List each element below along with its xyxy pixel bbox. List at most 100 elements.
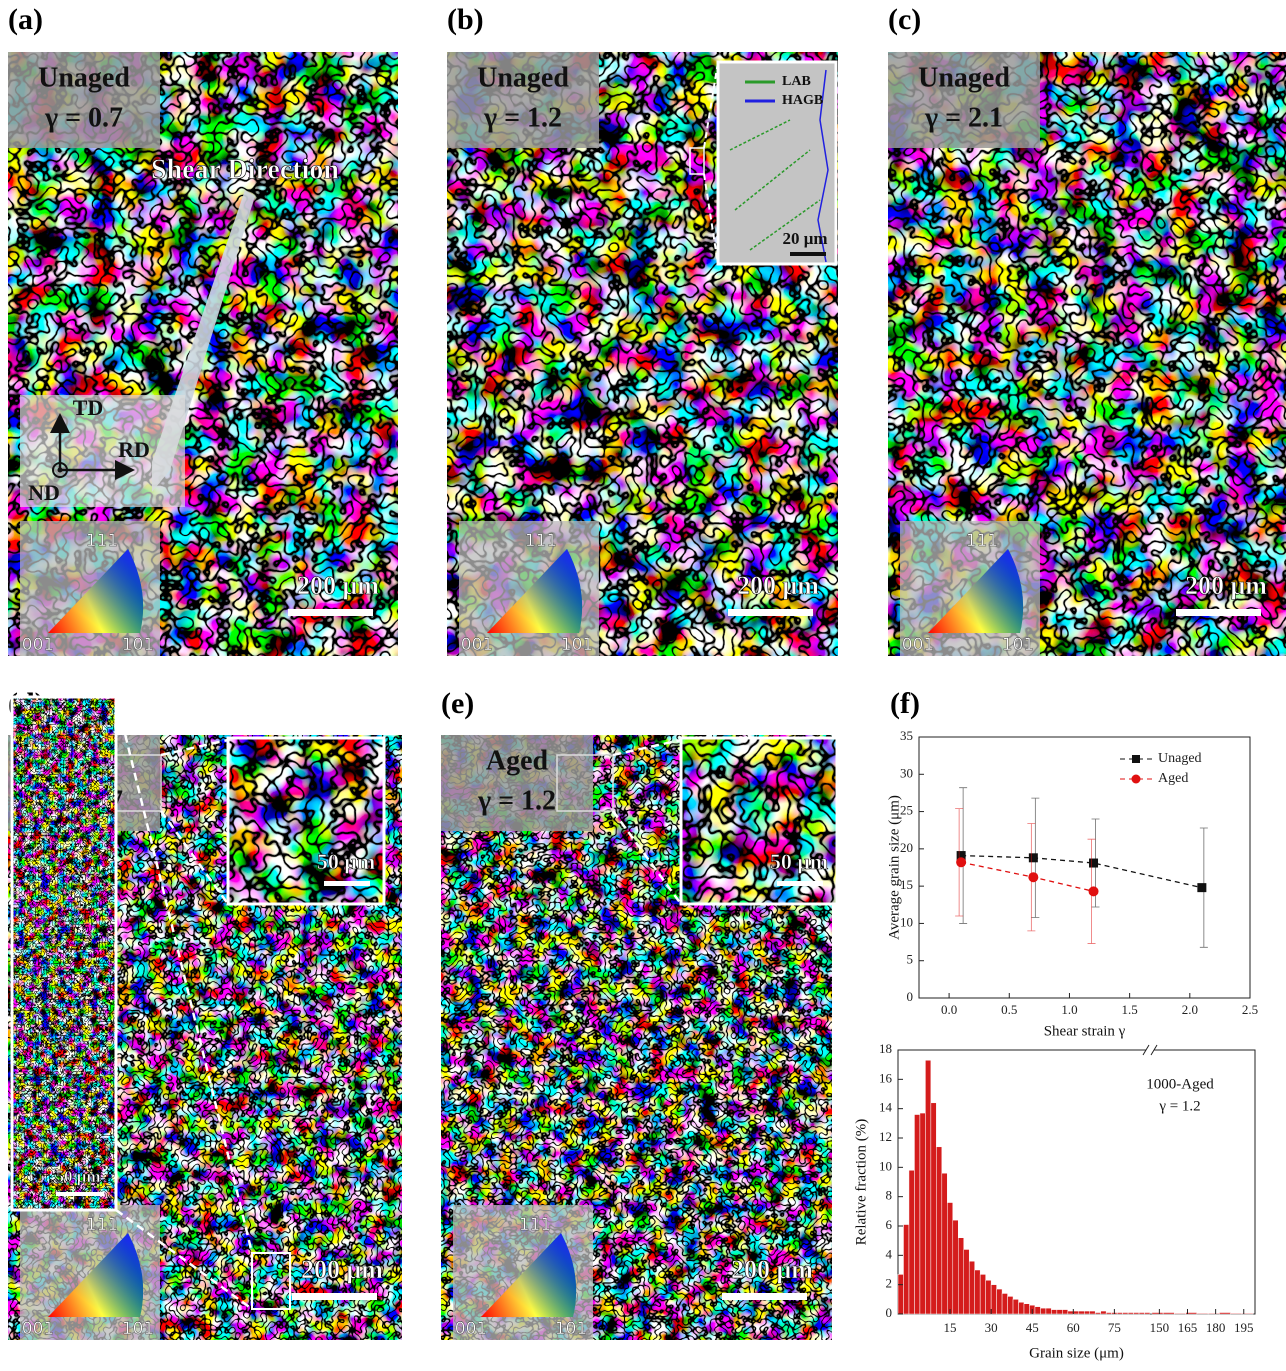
rd: RD bbox=[118, 437, 150, 462]
scale-label: 200 μm bbox=[1185, 571, 1267, 600]
source-box bbox=[251, 1252, 291, 1310]
axis-break bbox=[1146, 1044, 1154, 1056]
bar bbox=[936, 1146, 943, 1315]
scale-bar bbox=[722, 1293, 807, 1300]
lab-line bbox=[729, 119, 791, 151]
inset-scale-bar bbox=[777, 881, 823, 886]
zoom-line bbox=[114, 696, 254, 1254]
ipf-triangle-blue bbox=[48, 1233, 144, 1317]
bar bbox=[1116, 1312, 1123, 1315]
bar bbox=[1089, 1310, 1096, 1315]
strain: γ = 2.1 bbox=[924, 102, 1003, 133]
bar bbox=[1023, 1303, 1030, 1315]
x-tick-label: 15 bbox=[944, 1320, 957, 1335]
bar bbox=[925, 1060, 932, 1315]
panel-label: (c) bbox=[888, 3, 921, 36]
ipf-001: 001 bbox=[902, 635, 934, 655]
inset bbox=[681, 738, 837, 904]
nd: ND bbox=[28, 480, 60, 505]
bar bbox=[1127, 1312, 1134, 1315]
label-box bbox=[441, 735, 593, 831]
x-tick-label: 75 bbox=[1108, 1320, 1121, 1335]
bar bbox=[974, 1269, 981, 1315]
ipf-101: 101 bbox=[122, 635, 154, 655]
x-tick-label: 1.5 bbox=[1122, 1002, 1138, 1017]
panel-label: (e) bbox=[441, 687, 474, 720]
y-tick-label: 0 bbox=[886, 1305, 893, 1320]
x-tick-label: 45 bbox=[1026, 1320, 1039, 1335]
bar bbox=[979, 1274, 986, 1315]
ipf-111: 111 bbox=[86, 1215, 118, 1235]
y-tick-label: 30 bbox=[900, 765, 913, 780]
legend-marker bbox=[1131, 774, 1141, 784]
inset-frame bbox=[226, 736, 386, 906]
ipf-001: 001 bbox=[461, 635, 493, 655]
bar bbox=[1084, 1310, 1090, 1315]
strain: γ = 1.2 bbox=[483, 102, 562, 133]
bar bbox=[1207, 1313, 1220, 1315]
bar bbox=[1174, 1313, 1186, 1315]
series-line bbox=[961, 854, 1202, 889]
bar bbox=[1100, 1310, 1107, 1315]
lab-line bbox=[749, 199, 821, 251]
bar bbox=[1122, 1312, 1129, 1315]
y-tick-label: 12 bbox=[879, 1129, 892, 1144]
ipf-101: 101 bbox=[555, 1319, 587, 1339]
ipf-111: 111 bbox=[519, 1215, 551, 1235]
legend-label: Aged bbox=[1158, 771, 1188, 786]
bar bbox=[1105, 1312, 1112, 1315]
ipf-111: 111 bbox=[966, 531, 998, 551]
inset bbox=[228, 738, 384, 904]
strain: γ = 1.2 bbox=[477, 785, 556, 816]
label-box bbox=[8, 52, 160, 148]
annotation: γ = 1.2 bbox=[1158, 1098, 1200, 1114]
y-axis-label: Relative fraction (%) bbox=[853, 1119, 869, 1246]
x-tick-label: 180 bbox=[1206, 1320, 1226, 1335]
x-axis-label: Grain size (μm) bbox=[1029, 1345, 1124, 1361]
inset-scale: 20 μm bbox=[782, 229, 827, 248]
zoom-line bbox=[612, 738, 682, 757]
x-tick-label: 165 bbox=[1178, 1320, 1198, 1335]
bar bbox=[903, 1224, 910, 1315]
condition: Unaged bbox=[918, 62, 1010, 93]
y-tick-label: 8 bbox=[886, 1188, 893, 1203]
x-tick-label: 195 bbox=[1234, 1320, 1254, 1335]
bar bbox=[1040, 1307, 1047, 1315]
series-line bbox=[960, 861, 1094, 892]
bar bbox=[930, 1102, 937, 1315]
bar bbox=[1034, 1306, 1041, 1315]
ipf-triangle-blue bbox=[487, 549, 583, 633]
ipf-101: 101 bbox=[1002, 635, 1034, 655]
y-tick-label: 25 bbox=[900, 803, 913, 818]
label-box bbox=[888, 52, 1040, 148]
inset2-scale-bar bbox=[56, 1192, 104, 1196]
plot-frame bbox=[918, 736, 1251, 999]
scale-label: 200 μm bbox=[297, 571, 379, 600]
y-axis-label: Average grain size (μm) bbox=[886, 795, 902, 940]
y-tick-label: 6 bbox=[886, 1217, 893, 1232]
ipf-001: 001 bbox=[22, 635, 54, 655]
legend-marker bbox=[1132, 755, 1140, 763]
bar bbox=[1062, 1309, 1069, 1315]
zoom-line bbox=[159, 810, 230, 905]
bar bbox=[908, 1170, 915, 1315]
marker bbox=[1088, 886, 1099, 897]
x-tick-label: 2.5 bbox=[1242, 1002, 1258, 1017]
scale-label: 200 μm bbox=[301, 1255, 383, 1284]
td: TD bbox=[73, 395, 104, 420]
inset bbox=[12, 697, 116, 1210]
lab-legend: LAB bbox=[782, 74, 811, 89]
inset2-scale: 50 μm bbox=[55, 1167, 100, 1186]
ipf-001: 001 bbox=[455, 1319, 487, 1339]
bar bbox=[1196, 1313, 1209, 1315]
bar bbox=[952, 1219, 959, 1315]
bar bbox=[1051, 1309, 1058, 1315]
x-tick-label: 60 bbox=[1067, 1320, 1080, 1335]
bar bbox=[1078, 1310, 1085, 1315]
zoom-line bbox=[160, 738, 229, 757]
bar bbox=[1144, 1312, 1151, 1315]
source-box bbox=[689, 147, 705, 175]
zoom-line bbox=[703, 173, 719, 265]
bar bbox=[919, 1112, 926, 1315]
bar bbox=[1018, 1302, 1025, 1315]
